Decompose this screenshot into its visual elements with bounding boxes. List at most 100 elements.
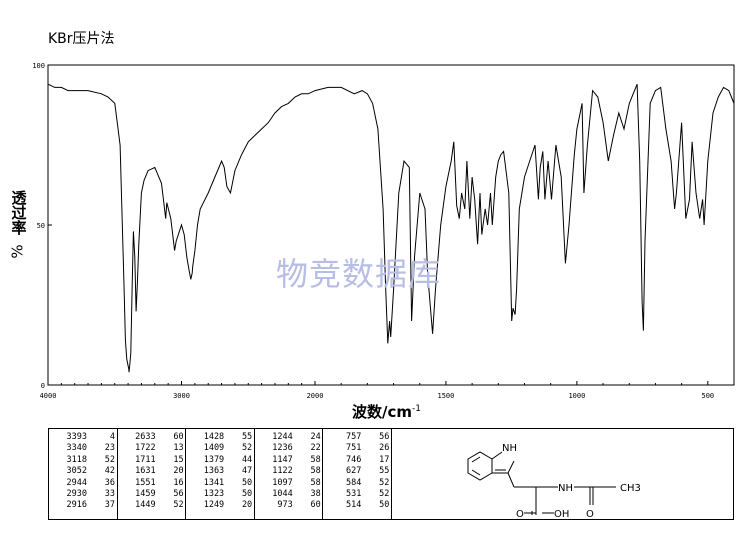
structure-drawing: NH NH CH3 O O OH (467, 443, 641, 520)
method-label: KBr压片法 (48, 31, 115, 47)
peak-transmittance: 16 (173, 477, 184, 488)
peak-table-column: 2633 60 1722 13 1711 15 1631 20 1551 16 1459 56 1449… (118, 429, 187, 519)
peak-wavenumber: 1249 (203, 500, 225, 511)
peak-wavenumber: 1722 (135, 443, 156, 454)
peak-table-row: 1341 50 (190, 478, 254, 489)
peak-transmittance: 22 (310, 443, 321, 454)
peak-table-row: 531 52 (327, 489, 391, 500)
peak-table-row: 1147 58 (259, 455, 323, 466)
peak-wavenumber: 2930 (66, 489, 87, 500)
peak-table-column: 3393 4 3340 23 3118 52 3052 42 2944 36 2930 33 2916 3… (49, 429, 118, 519)
peak-transmittance: 52 (379, 477, 390, 488)
peak-table-row: 757 56 (327, 432, 391, 443)
peak-transmittance: 38 (310, 489, 321, 500)
peak-wavenumber: 531 (346, 489, 362, 500)
peak-wavenumber: 1244 (272, 432, 293, 442)
peak-wavenumber: 2633 (135, 432, 156, 442)
peak-transmittance: 44 (241, 454, 253, 465)
peak-transmittance: 20 (173, 466, 184, 477)
peak-wavenumber: 751 (346, 443, 362, 454)
amide-nh-label: NH (558, 483, 573, 494)
peak-wavenumber: 3052 (66, 466, 87, 477)
peak-transmittance: 50 (241, 489, 253, 500)
peak-wavenumber: 1711 (135, 454, 156, 465)
x-tick-label: 1500 (438, 392, 455, 400)
y-tick-label: 50 (37, 222, 45, 230)
peak-transmittance: 36 (104, 477, 115, 488)
peak-wavenumber: 627 (346, 466, 362, 477)
peak-wavenumber: 1449 (135, 500, 156, 511)
peak-table-row: 584 52 (327, 478, 391, 489)
peak-transmittance: 50 (379, 500, 390, 511)
peak-transmittance: 56 (379, 432, 390, 442)
x-tick-label: 3000 (173, 392, 190, 400)
peak-transmittance: 20 (241, 500, 253, 511)
benzene-ring (467, 451, 493, 481)
peak-wavenumber: 3118 (66, 454, 87, 465)
peak-transmittance: 60 (173, 432, 184, 442)
peak-transmittance: 23 (104, 443, 115, 454)
y-tick-label: 0 (41, 382, 45, 390)
peak-wavenumber: 1379 (203, 454, 225, 465)
peak-transmittance: 17 (379, 454, 390, 465)
hydroxyl-label: OH (554, 509, 569, 520)
peak-transmittance: 26 (379, 443, 390, 454)
peak-table-row: 3052 42 (53, 466, 117, 477)
peak-table-row: 1323 50 (190, 489, 254, 500)
peak-transmittance: 60 (310, 500, 321, 511)
peak-table-row: 973 60 (259, 500, 323, 511)
x-tick-label: 1000 (568, 392, 585, 400)
molecular-structure: NH NH CH3 O O OH (392, 428, 734, 520)
peak-wavenumber: 1459 (135, 489, 156, 500)
peak-table-row: 1044 38 (259, 489, 323, 500)
peak-wavenumber: 746 (346, 454, 362, 465)
peak-table-column: 1428 55 1409 52 1379 44 1363 47 1341 50 1323 50 1249… (186, 429, 255, 519)
peak-transmittance: 52 (104, 454, 115, 465)
peak-table-row: 751 26 (327, 443, 391, 454)
y-axis-label-text: 透过率 (9, 190, 28, 235)
x-axis-label-text: 波数/cm (352, 403, 413, 421)
peak-table-row: 746 17 (327, 455, 391, 466)
peak-table-row: 1711 15 (122, 455, 186, 466)
peak-table-row: 1551 16 (122, 478, 186, 489)
x-tick-label: 500 (701, 392, 714, 400)
peak-wavenumber: 1323 (203, 489, 225, 500)
chart-ticks: 4000 3000 2000 1500 1000 500 0 50 100 (32, 62, 714, 400)
peak-wavenumber: 1363 (203, 466, 225, 477)
peak-table-row: 627 55 (327, 466, 391, 477)
peak-transmittance: 58 (310, 454, 321, 465)
peak-wavenumber: 3393 (66, 432, 87, 442)
peak-table-row: 1449 52 (122, 500, 186, 511)
peak-table-row: 1244 24 (259, 432, 323, 443)
peak-wavenumber: 2916 (66, 500, 87, 511)
peak-wavenumber: 1341 (203, 477, 225, 488)
peak-wavenumber: 1147 (272, 454, 293, 465)
peak-wavenumber: 514 (346, 500, 362, 511)
x-axis-label: 波数/cm-1 (352, 401, 421, 422)
peak-wavenumber: 2944 (66, 477, 87, 488)
peak-table-row: 1428 55 (190, 432, 254, 443)
peak-wavenumber: 3340 (66, 443, 87, 454)
x-tick-label: 2000 (307, 392, 324, 400)
peak-table-row: 1722 13 (122, 443, 186, 454)
peak-wavenumber: 1551 (135, 477, 156, 488)
amide-oxygen-label: O (586, 509, 594, 520)
peak-wavenumber: 1097 (272, 477, 293, 488)
acid-oxygen-label: O (516, 509, 524, 520)
spectrum-line (47, 83, 735, 373)
methyl-label: CH3 (620, 483, 641, 494)
x-axis-unit-exponent: -1 (412, 404, 421, 414)
peak-table-row: 3118 52 (53, 455, 117, 466)
peak-table-row: 2633 60 (122, 432, 186, 443)
peak-wavenumber: 1428 (203, 432, 225, 442)
peak-transmittance: 4 (109, 432, 115, 442)
peak-transmittance: 37 (104, 500, 115, 511)
peak-transmittance: 58 (310, 466, 321, 477)
peak-transmittance: 55 (241, 432, 253, 442)
peak-transmittance: 42 (104, 466, 115, 477)
peak-transmittance: 55 (379, 466, 390, 477)
peak-wavenumber: 1236 (272, 443, 293, 454)
peak-transmittance: 52 (173, 500, 184, 511)
y-axis-label: 透过率 % (8, 190, 28, 260)
peak-table-row: 1097 58 (259, 478, 323, 489)
